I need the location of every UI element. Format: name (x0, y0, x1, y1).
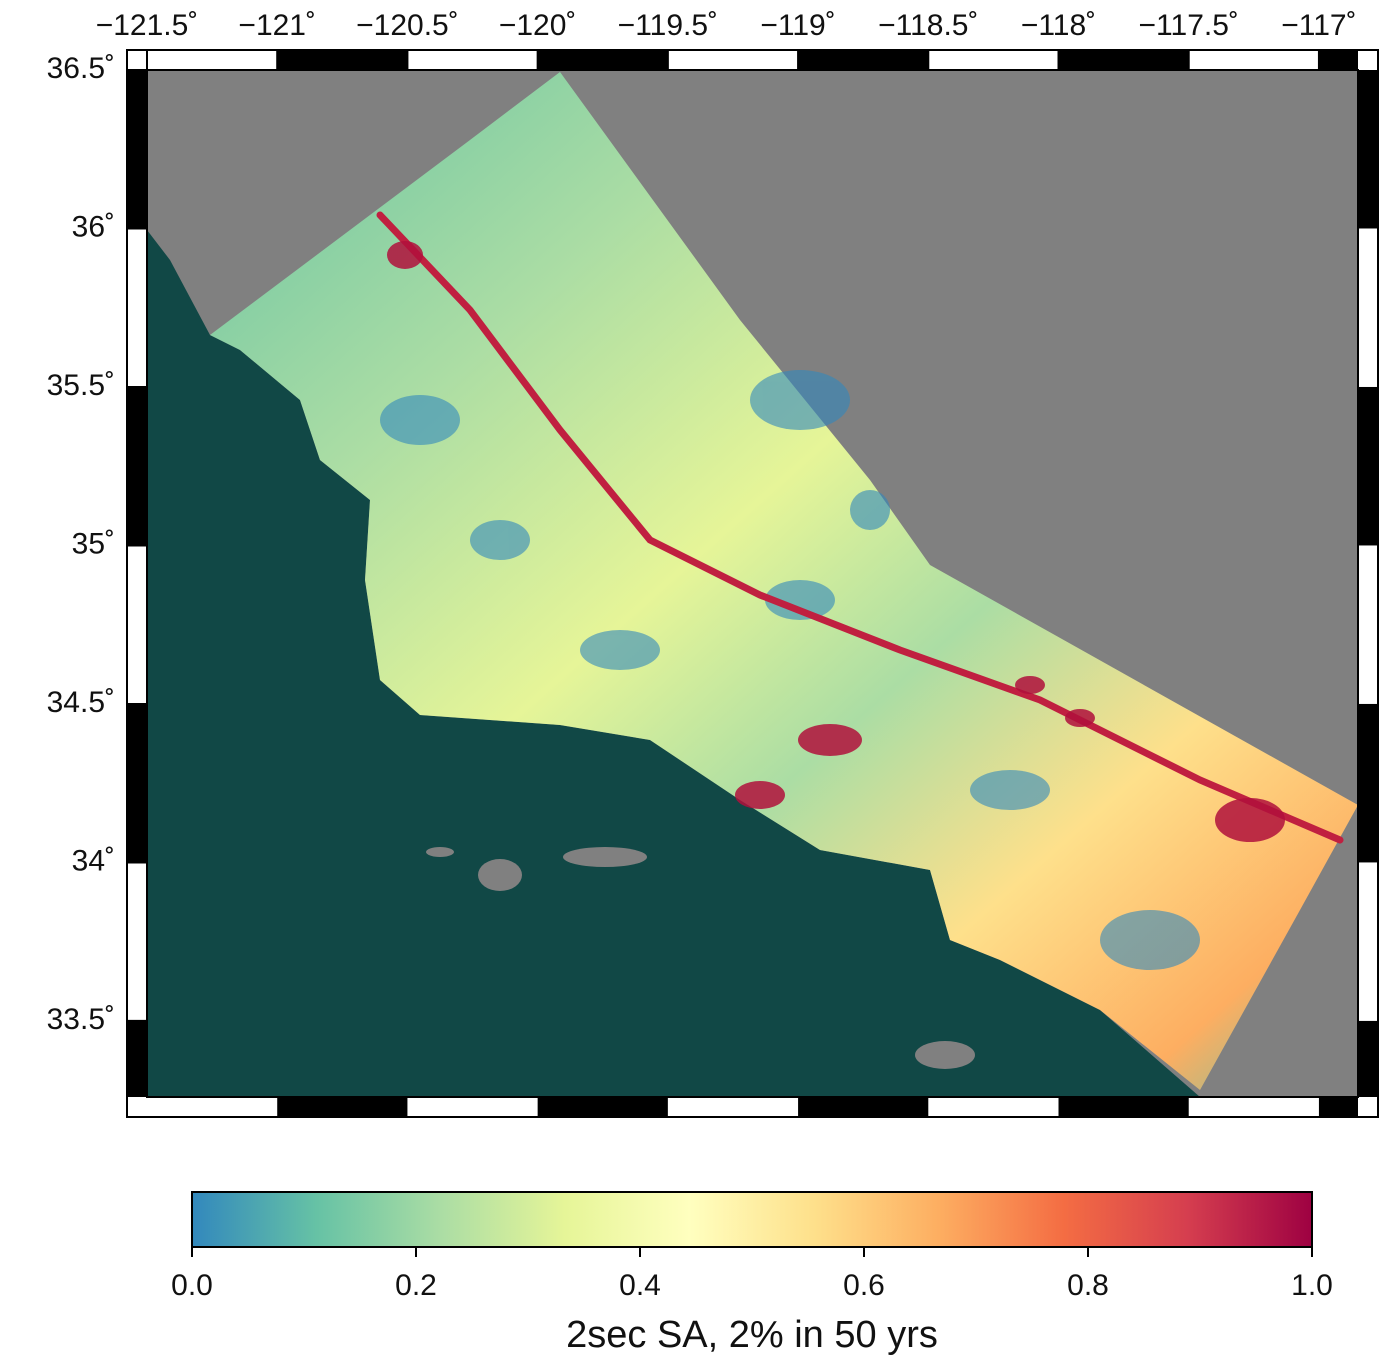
frame-segment (1058, 1097, 1189, 1116)
x-tick-label: −117˚ (1281, 9, 1356, 42)
frame-segment (128, 703, 147, 863)
y-tick-label: 36˚ (72, 210, 115, 243)
ocean (147, 230, 1200, 1097)
colorbar (191, 1191, 1313, 1248)
colorbar-tick-label: 0.4 (619, 1269, 661, 1302)
frame-segment (1358, 1020, 1377, 1097)
colorbar-tick-label: 0.2 (395, 1269, 437, 1302)
frame-segment (798, 1097, 929, 1116)
y-tick-label: 35.5˚ (47, 369, 115, 402)
y-tick-label: 34˚ (72, 844, 115, 877)
x-tick-label: −118.5˚ (878, 9, 978, 42)
y-tick-label: 35˚ (72, 527, 115, 560)
x-tick-label: −119˚ (760, 9, 835, 42)
x-tick-label: −121˚ (238, 9, 316, 42)
x-tick-label: −121.5˚ (96, 9, 199, 42)
hazard-region (210, 72, 1358, 1090)
high-hazard-areas (387, 241, 1285, 842)
frame-ticks (127, 50, 1377, 1116)
colorbar-tick-label: 1.0 (1291, 1269, 1333, 1302)
frame-segment (1318, 51, 1358, 70)
frame-segment (1358, 703, 1377, 863)
x-tick-label: −119.5˚ (618, 9, 718, 42)
map-frame (126, 49, 1379, 1118)
y-tick-label: 33.5˚ (47, 1003, 115, 1036)
hazard-features (380, 370, 1200, 970)
frame-segment (1358, 70, 1377, 229)
frame-segment (128, 386, 147, 546)
frame-segment (277, 51, 408, 70)
high-hazard (376, 211, 1344, 844)
frame-segment (537, 1097, 668, 1116)
frame-segment (537, 51, 668, 70)
x-tick-label: −120˚ (499, 9, 577, 42)
frame-segment (128, 70, 147, 229)
frame-segment (1358, 386, 1377, 546)
colorbar-tick-label: 0.6 (843, 1269, 885, 1302)
frame-segment (1318, 1097, 1358, 1116)
map-inner-frame (146, 69, 1359, 1098)
y-tick-label: 34.5˚ (47, 686, 115, 719)
colorbar-label: 2sec SA, 2% in 50 yrs (566, 1314, 938, 1356)
frame-segment (1058, 51, 1189, 70)
islands (426, 325, 975, 1069)
x-tick-label: −117.5˚ (1139, 9, 1239, 42)
colorbar-tick-label: 0.0 (171, 1269, 213, 1302)
frame-segment (798, 51, 929, 70)
frame-segment (128, 1020, 147, 1097)
x-tick-label: −120.5˚ (356, 9, 459, 42)
y-tick-label: 36.5˚ (47, 52, 115, 85)
colorbar-tick-label: 0.8 (1067, 1269, 1109, 1302)
x-tick-label: −118˚ (1021, 9, 1096, 42)
frame-segment (277, 1097, 408, 1116)
